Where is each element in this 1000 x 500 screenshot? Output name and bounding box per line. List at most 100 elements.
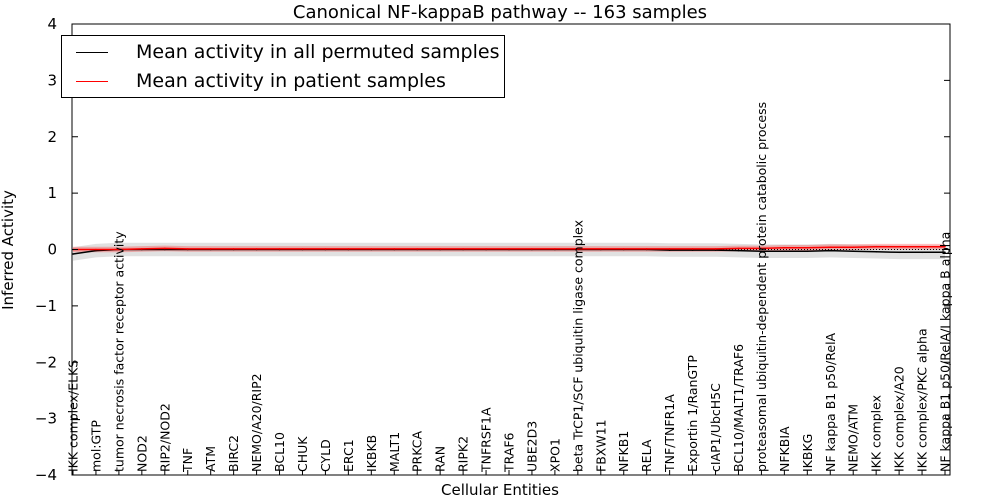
point-series-1-4 (164, 247, 166, 250)
legend-swatch-patient (76, 80, 108, 82)
x-tick-label-27: Exportin 1/RanGTP (685, 355, 700, 472)
point-series-1-5 (186, 248, 189, 250)
x-tick-label-13: IKBKB (364, 435, 379, 472)
point-series-1-17 (462, 248, 464, 250)
point-series-1-21 (554, 248, 556, 250)
y-tick-label-0: 4 (47, 15, 57, 33)
x-tick-label-14: MALT1 (387, 432, 402, 472)
point-series-1-32 (806, 247, 809, 249)
point-series-1-31 (783, 247, 786, 249)
point-series-1-23 (600, 248, 602, 250)
y-tick-label-7: −3 (35, 410, 57, 428)
x-tick-label-11: CYLD (318, 439, 333, 472)
point-series-0-26 (668, 249, 671, 251)
y-tick-label-8: −4 (35, 466, 57, 484)
point-series-0-27 (691, 249, 694, 251)
point-series-0-28 (714, 249, 717, 251)
y-tick-label-4: 0 (47, 241, 57, 259)
x-tick-label-10: CHUK (295, 436, 310, 472)
point-series-1-36 (898, 245, 900, 248)
x-tick-label-1: mol:GTP (88, 420, 103, 472)
x-tick-label-30: proteasomal ubiquitin-dependent protein … (754, 102, 769, 472)
legend-entry-patient: Mean activity in patient samples (76, 70, 446, 92)
x-tick-label-35: IKK complex (869, 395, 884, 472)
point-series-1-24 (622, 248, 625, 250)
x-tick-label-4: RIP2/NOD2 (157, 403, 172, 472)
legend: Mean activity in all permuted samples Me… (61, 35, 505, 98)
point-series-0-36 (898, 251, 900, 254)
x-tick-label-9: BCL10 (272, 432, 287, 472)
point-series-1-14 (393, 248, 396, 250)
x-tick-label-37: IKK complex/PKC alpha (915, 328, 930, 472)
point-series-0-37 (921, 251, 923, 254)
y-tick-label-2: 2 (47, 128, 57, 146)
x-tick-label-2: tumor necrosis factor receptor activity (111, 231, 126, 472)
x-tick-label-3: NOD2 (134, 435, 149, 472)
x-tick-label-31: NFKBIA (777, 426, 792, 472)
point-series-0-34 (852, 250, 854, 252)
x-axis-label: Cellular Entities (441, 481, 559, 499)
point-series-1-15 (416, 248, 419, 250)
x-tick-label-5: TNF (180, 448, 195, 473)
point-series-1-33 (829, 246, 832, 248)
point-series-1-6 (209, 248, 212, 250)
x-tick-label-0: IKK complex/ELKS (66, 360, 81, 472)
point-series-1-16 (439, 248, 442, 250)
point-series-1-34 (852, 246, 854, 248)
point-series-1-22 (577, 248, 579, 250)
point-series-1-38 (944, 245, 946, 248)
x-tick-label-17: RIPK2 (456, 436, 471, 472)
x-tick-label-8: NEMO/A20/RIP2 (249, 373, 264, 472)
point-series-1-3 (141, 248, 143, 250)
point-series-1-12 (347, 248, 350, 250)
x-tick-label-16: RAN (433, 446, 448, 472)
y-tick-label-5: −1 (35, 297, 57, 315)
legend-entry-permuted: Mean activity in all permuted samples (76, 41, 499, 63)
x-tick-label-33: NF kappa B1 p50/RelA (823, 332, 838, 472)
y-tick-label-6: −2 (35, 353, 57, 371)
point-series-1-27 (691, 248, 694, 250)
point-series-0-29 (737, 249, 740, 252)
x-tick-label-38: NF kappa B1 p50/RelA/I kappa B alpha (938, 232, 953, 472)
x-tick-label-6: ATM (203, 446, 218, 472)
point-series-0-30 (760, 250, 763, 252)
point-series-1-25 (645, 248, 648, 250)
x-tick-label-15: PRKCA (410, 431, 425, 472)
point-series-1-20 (531, 248, 533, 250)
x-tick-label-12: ERC1 (341, 439, 356, 472)
point-series-1-13 (370, 248, 373, 250)
point-series-0-35 (875, 251, 877, 253)
x-tick-label-32: IKBKG (800, 434, 815, 472)
x-tick-label-25: RELA (639, 439, 654, 472)
x-tick-label-20: UBE2D3 (524, 421, 539, 472)
x-tick-label-7: BIRC2 (226, 435, 241, 472)
x-tick-label-34: NEMO/ATM (846, 404, 861, 472)
x-tick-label-21: XPO1 (547, 438, 562, 472)
point-series-1-18 (485, 248, 487, 250)
legend-label-permuted: Mean activity in all permuted samples (136, 41, 500, 63)
point-series-1-7 (232, 248, 235, 250)
point-series-0-32 (806, 250, 809, 252)
legend-swatch-permuted (76, 51, 108, 53)
point-series-1-8 (255, 248, 258, 250)
point-series-1-19 (508, 248, 510, 250)
point-series-0-33 (829, 249, 832, 252)
y-axis-label: Inferred Activity (0, 190, 17, 310)
x-tick-label-22: beta TrCP1/SCF ubiquitin ligase complex (570, 220, 585, 472)
point-series-0-31 (783, 250, 786, 252)
x-tick-label-19: TRAF6 (502, 432, 517, 473)
point-series-1-35 (875, 245, 877, 248)
x-tick-label-26: TNF/TNFR1A (662, 394, 677, 473)
x-tick-label-36: IKK complex/A20 (892, 366, 907, 472)
x-tick-label-24: NFKB1 (616, 431, 631, 472)
point-series-1-1 (95, 248, 97, 251)
x-tick-label-23: FBXW11 (593, 419, 608, 472)
point-series-1-28 (714, 248, 717, 250)
x-tick-label-18: TNFRSF1A (479, 407, 494, 473)
x-tick-label-28: cIAP1/UbcH5C (708, 383, 723, 472)
chart-title: Canonical NF-kappaB pathway -- 163 sampl… (293, 2, 707, 23)
point-series-1-11 (324, 248, 327, 250)
point-series-1-26 (668, 248, 671, 250)
y-tick-label-1: 3 (47, 71, 57, 89)
